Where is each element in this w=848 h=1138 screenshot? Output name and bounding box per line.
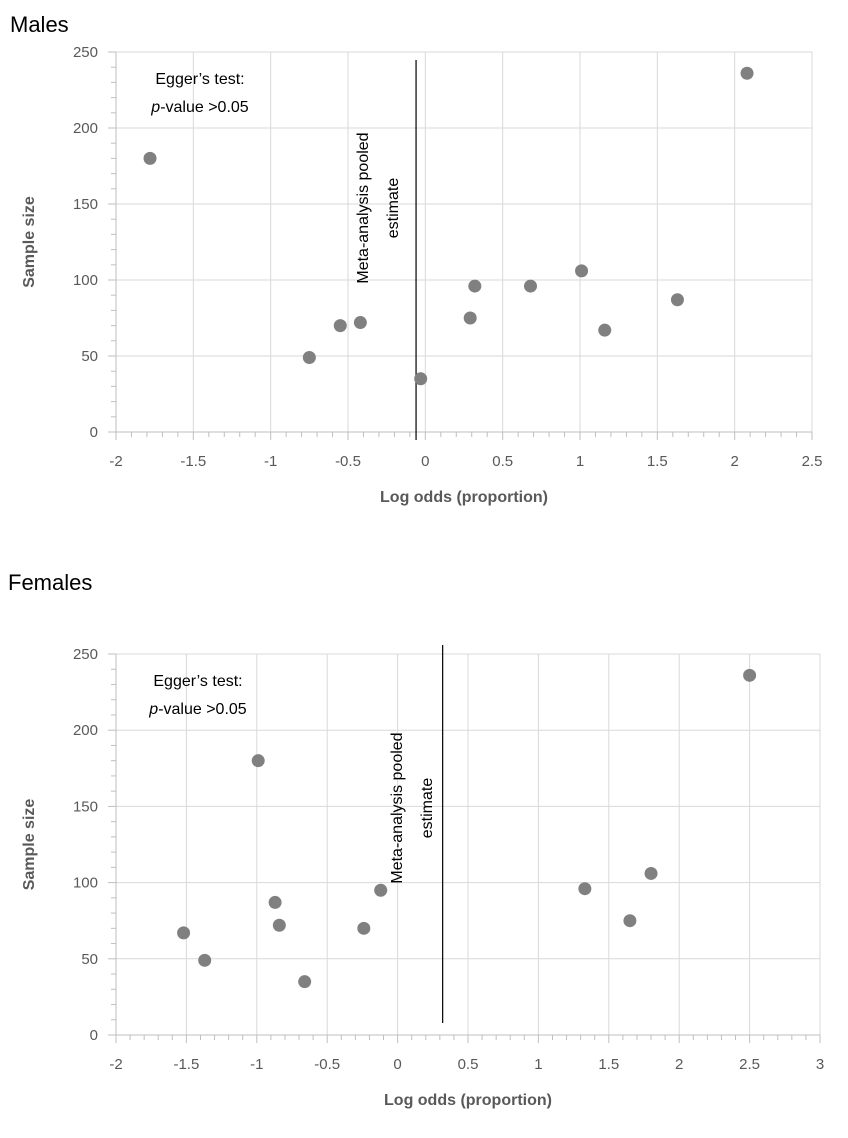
x-tick-label: -2: [109, 1056, 122, 1073]
x-tick-label: -1.5: [173, 1056, 199, 1073]
x-tick-label: 1.5: [647, 453, 668, 470]
y-tick-label: 250: [73, 44, 98, 61]
x-tick-label: 1.5: [598, 1056, 619, 1073]
data-point: [298, 975, 312, 989]
egger-test-label: Egger’s test:: [155, 71, 244, 88]
p-italic: p: [150, 99, 160, 116]
y-tick-label: 150: [73, 196, 98, 213]
data-point: [670, 293, 684, 307]
data-point: [578, 882, 592, 896]
data-point: [251, 754, 265, 768]
pvalue-text: -value >0.05: [160, 99, 249, 116]
y-tick-label: 0: [90, 1027, 98, 1044]
egger-test-label: Egger’s test:: [153, 673, 242, 690]
data-point: [575, 264, 589, 278]
pvalue-text: -value >0.05: [158, 701, 247, 718]
data-point: [333, 319, 347, 333]
panel-title: Females: [8, 570, 92, 595]
chart-panel-females: Females 0 50 100 150 200 250 -2 -1.5 -1 -0.5 0 0.5 1 1…: [8, 570, 824, 1109]
chart-panel-males: Males 0 50 100 150 200 250 -2 -1.5 -1 -0.5 0 0.5 1 1.5…: [10, 12, 822, 506]
x-tick-label: -0.5: [314, 1056, 340, 1073]
x-tick-label: 2: [675, 1056, 683, 1073]
x-tick-label: -2: [109, 453, 122, 470]
x-axis-title: Log odds (proportion): [384, 1092, 552, 1109]
y-tick-label: 100: [73, 875, 98, 892]
y-tick-label: 200: [73, 722, 98, 739]
x-tick-label: 0: [421, 453, 429, 470]
pooled-estimate-label: Meta-analysis pooled: [355, 132, 372, 283]
data-point: [598, 323, 612, 337]
x-tick-label: 1: [576, 453, 584, 470]
data-point: [268, 895, 282, 909]
x-tick-label: 0.5: [458, 1056, 479, 1073]
data-point: [357, 921, 371, 935]
data-point: [414, 372, 428, 386]
x-tick-label: 3: [816, 1056, 824, 1073]
data-point: [198, 953, 212, 967]
x-tick-label: 2.5: [739, 1056, 760, 1073]
data-point: [374, 883, 388, 897]
pooled-estimate-label: estimate: [385, 178, 402, 239]
x-tick-label: 2: [730, 453, 738, 470]
x-tick-label: -0.5: [335, 453, 361, 470]
y-tick-label: 50: [81, 951, 98, 968]
x-axis-title: Log odds (proportion): [380, 489, 548, 506]
data-point: [468, 279, 482, 293]
data-point: [177, 926, 191, 940]
data-point: [524, 279, 538, 293]
y-tick-label: 100: [73, 272, 98, 289]
x-tick-label: -1.5: [180, 453, 206, 470]
x-tick-label: 1: [534, 1056, 542, 1073]
y-axis-title: Sample size: [21, 799, 38, 891]
x-tick-label: 0: [393, 1056, 401, 1073]
p-italic: p: [148, 701, 158, 718]
data-point: [740, 66, 754, 80]
egger-test-pvalue: p-value >0.05: [148, 701, 247, 718]
y-tick-label: 250: [73, 646, 98, 663]
x-tick-label: -1: [250, 1056, 263, 1073]
y-axis-title: Sample size: [21, 196, 38, 288]
data-point: [143, 151, 157, 165]
egger-test-pvalue: p-value >0.05: [150, 99, 249, 116]
pooled-estimate-label: Meta-analysis pooled: [389, 732, 406, 883]
y-tick-label: 50: [81, 348, 98, 365]
data-point: [623, 914, 637, 928]
data-point: [272, 918, 286, 932]
y-tick-label: 0: [90, 424, 98, 441]
x-tick-label: -1: [264, 453, 277, 470]
data-point: [353, 316, 367, 330]
y-tick-label: 150: [73, 798, 98, 815]
x-tick-label: 0.5: [492, 453, 513, 470]
y-tick-label: 200: [73, 120, 98, 137]
data-point: [743, 668, 757, 682]
pooled-estimate-label: estimate: [419, 778, 436, 839]
x-tick-label: 2.5: [802, 453, 823, 470]
panel-title: Males: [10, 12, 69, 37]
data-point: [644, 866, 658, 880]
data-point: [463, 311, 477, 325]
data-point: [302, 351, 316, 365]
